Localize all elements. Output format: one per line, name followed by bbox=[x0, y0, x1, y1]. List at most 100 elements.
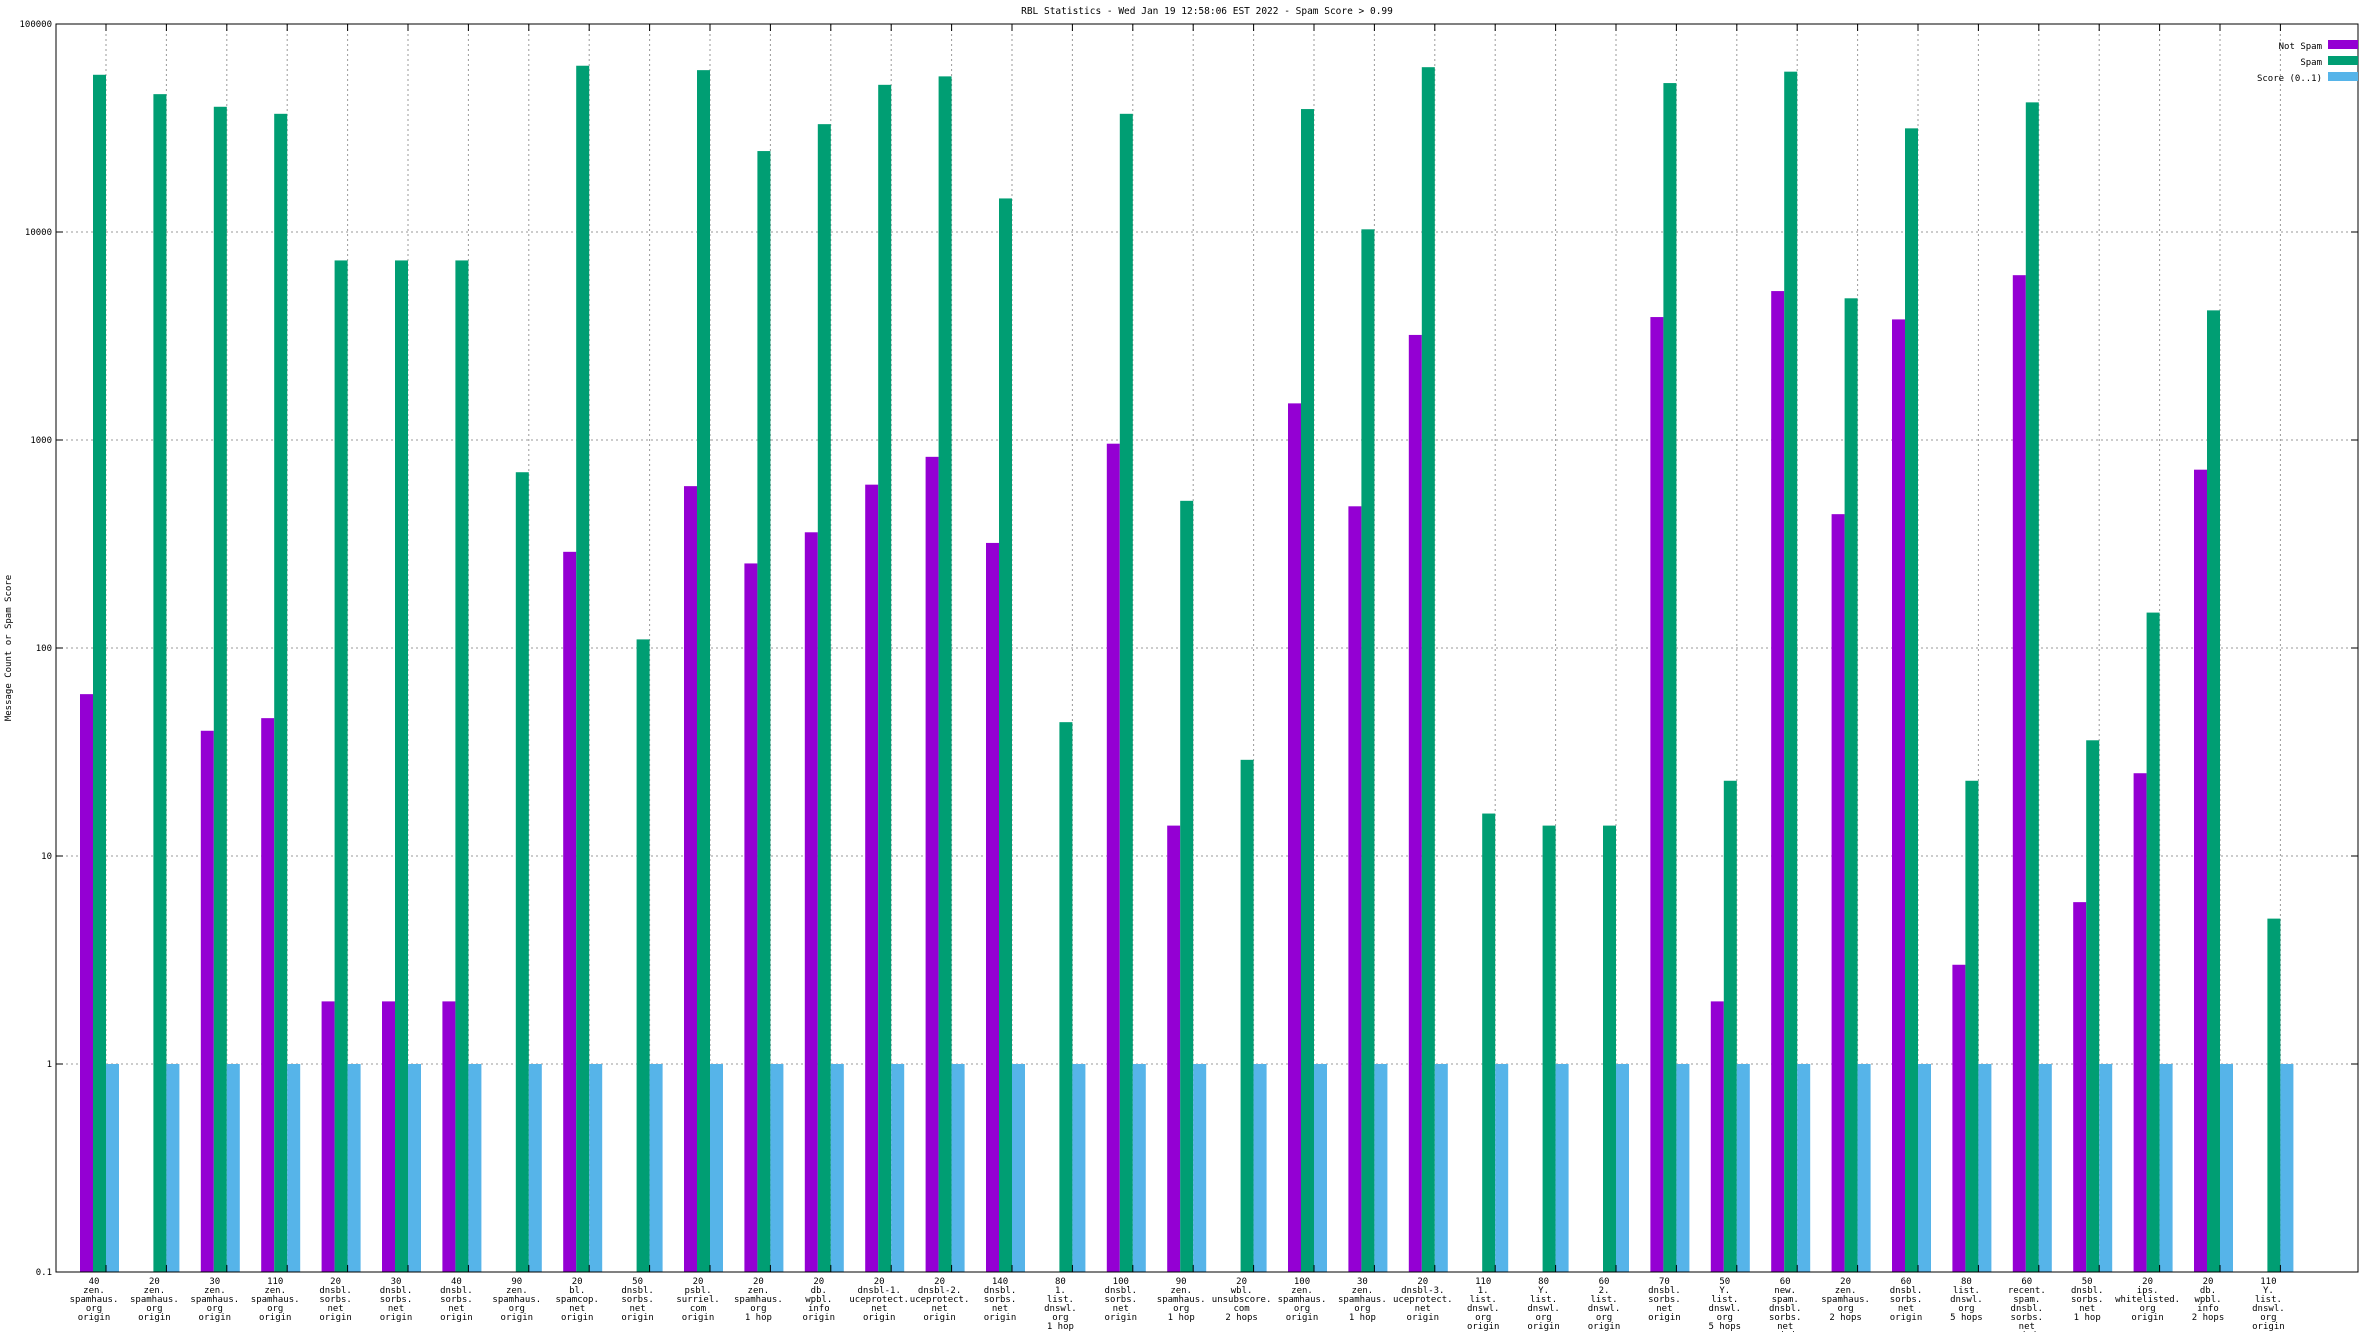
x-tick-label: origin bbox=[1286, 1313, 1319, 1323]
bar-not-spam bbox=[2194, 469, 2207, 1273]
x-tick-label: 1 hop bbox=[1349, 1313, 1376, 1323]
legend: Not Spam Spam Score (0..1) bbox=[2257, 40, 2358, 84]
x-tick-label: origin bbox=[1407, 1313, 1440, 1323]
x-tick-label: org bbox=[207, 1304, 223, 1314]
x-tick-label: uceprotect. bbox=[910, 1295, 970, 1305]
bar-score-0-1 bbox=[649, 1064, 663, 1272]
x-tick-label: uceprotect. bbox=[849, 1295, 909, 1305]
x-tick-label: origin bbox=[440, 1313, 473, 1323]
x-tick-label: 50 bbox=[1719, 1277, 1730, 1287]
bar-spam bbox=[1240, 759, 1254, 1272]
x-tick-label: net bbox=[388, 1304, 404, 1314]
x-tick-label: info bbox=[808, 1304, 830, 1314]
bar-not-spam bbox=[321, 1001, 335, 1272]
y-tick-label: 1 bbox=[47, 1060, 52, 1070]
x-tick-label: 20 bbox=[753, 1277, 764, 1287]
bar-spam bbox=[817, 124, 831, 1273]
x-tick-label: dnswl. bbox=[1467, 1304, 1500, 1314]
x-tick-label: 60 bbox=[1780, 1277, 1791, 1287]
x-tick-label: 20 bbox=[813, 1277, 824, 1287]
x-tick-label: 60 bbox=[2021, 1277, 2032, 1287]
bar-score-0-1 bbox=[528, 1064, 542, 1272]
bar-score-0-1 bbox=[2038, 1064, 2052, 1272]
x-tick-label: org bbox=[1173, 1304, 1189, 1314]
bar-not-spam bbox=[684, 486, 697, 1272]
x-tick-label: 20 bbox=[874, 1277, 885, 1287]
legend-label: Spam bbox=[2300, 58, 2322, 68]
bar-not-spam bbox=[1892, 319, 1905, 1272]
x-tick-label: 60 bbox=[1901, 1277, 1912, 1287]
x-tick-label: 20 bbox=[2142, 1277, 2153, 1287]
bar-score-0-1 bbox=[770, 1064, 784, 1272]
x-tick-label: net bbox=[629, 1304, 645, 1314]
x-tick-label: 1. bbox=[1478, 1286, 1489, 1296]
bar-score-0-1 bbox=[1555, 1064, 1569, 1272]
bar-score-0-1 bbox=[408, 1064, 421, 1272]
x-tick-label: dnsbl. bbox=[1105, 1286, 1138, 1296]
bar-not-spam bbox=[2133, 773, 2147, 1272]
bar-spam bbox=[1301, 109, 1314, 1272]
x-tick-label: 20 bbox=[1417, 1277, 1428, 1287]
x-tick-label: surriel. bbox=[676, 1295, 719, 1305]
bar-spam bbox=[1542, 825, 1556, 1272]
bar-not-spam bbox=[1771, 291, 1785, 1273]
x-tick-label: 100 bbox=[1113, 1277, 1129, 1287]
bar-not-spam bbox=[744, 563, 758, 1272]
x-tick-label: origin bbox=[501, 1313, 534, 1323]
x-tick-label: 40 bbox=[89, 1277, 100, 1287]
bar-spam bbox=[1905, 128, 1918, 1272]
bar-spam bbox=[455, 260, 469, 1272]
bar-score-0-1 bbox=[1495, 1064, 1509, 1272]
x-tick-label: org bbox=[2139, 1304, 2155, 1314]
bar-score-0-1 bbox=[1978, 1064, 1992, 1272]
bar-spam bbox=[93, 74, 106, 1272]
y-tick-label: 10 bbox=[41, 852, 52, 862]
x-tick-label: net bbox=[931, 1304, 947, 1314]
x-tick-label: sorbs. bbox=[1648, 1295, 1681, 1305]
y-tick-label: 100 bbox=[36, 644, 52, 654]
x-tick-label: 20 bbox=[572, 1277, 583, 1287]
bar-not-spam bbox=[1710, 1001, 1724, 1272]
x-tick-label: 90 bbox=[1176, 1277, 1187, 1287]
x-tick-label: dnswl. bbox=[1588, 1304, 1621, 1314]
x-tick-label: net bbox=[992, 1304, 1008, 1314]
x-tick-label: origin bbox=[803, 1313, 836, 1323]
x-tick-label: 20 bbox=[2203, 1277, 2214, 1287]
bar-score-0-1 bbox=[1616, 1064, 1629, 1272]
x-tick-label: origin bbox=[1467, 1322, 1500, 1332]
x-tick-label: 30 bbox=[209, 1277, 220, 1287]
x-tick-label: zen. bbox=[144, 1286, 166, 1296]
bar-spam bbox=[1421, 67, 1435, 1273]
x-tick-label: bl. bbox=[569, 1286, 585, 1296]
x-tick-label: origin bbox=[984, 1313, 1017, 1323]
bar-spam bbox=[2207, 310, 2220, 1272]
bar-not-spam bbox=[80, 694, 93, 1272]
bar-not-spam bbox=[1288, 403, 1301, 1272]
bar-score-0-1 bbox=[1072, 1064, 1086, 1272]
x-tick-label: 2. bbox=[1599, 1286, 1610, 1296]
x-tick-label: zen. bbox=[506, 1286, 528, 1296]
x-tick-label: origin bbox=[199, 1313, 232, 1323]
x-tick-label: 20 bbox=[1840, 1277, 1851, 1287]
bar-spam bbox=[1059, 722, 1073, 1272]
x-tick-label: sorbs. bbox=[319, 1295, 352, 1305]
bar-spam bbox=[213, 106, 227, 1273]
bar-score-0-1 bbox=[1314, 1064, 1327, 1272]
x-tick-label: 50 bbox=[2082, 1277, 2093, 1287]
x-tick-label: org bbox=[1294, 1304, 1310, 1314]
x-tick-label: org bbox=[1354, 1304, 1370, 1314]
x-tick-label: org bbox=[1535, 1313, 1551, 1323]
bar-spam bbox=[1965, 780, 1979, 1272]
x-tick-label: list. bbox=[2255, 1295, 2282, 1305]
legend-label: Score (0..1) bbox=[2257, 74, 2322, 84]
bar-spam bbox=[515, 472, 529, 1272]
x-tick-label: dnsbl. bbox=[2071, 1286, 2104, 1296]
x-tick-label: 80 bbox=[1055, 1277, 1066, 1287]
x-tick-label: origin bbox=[319, 1313, 352, 1323]
x-tick-label: zen. bbox=[1291, 1286, 1313, 1296]
bar-spam bbox=[1603, 825, 1616, 1272]
x-tick-label: org bbox=[1717, 1313, 1733, 1323]
bar-not-spam bbox=[200, 730, 214, 1272]
x-tick-label: list. bbox=[1711, 1295, 1738, 1305]
bar-spam bbox=[697, 70, 710, 1273]
